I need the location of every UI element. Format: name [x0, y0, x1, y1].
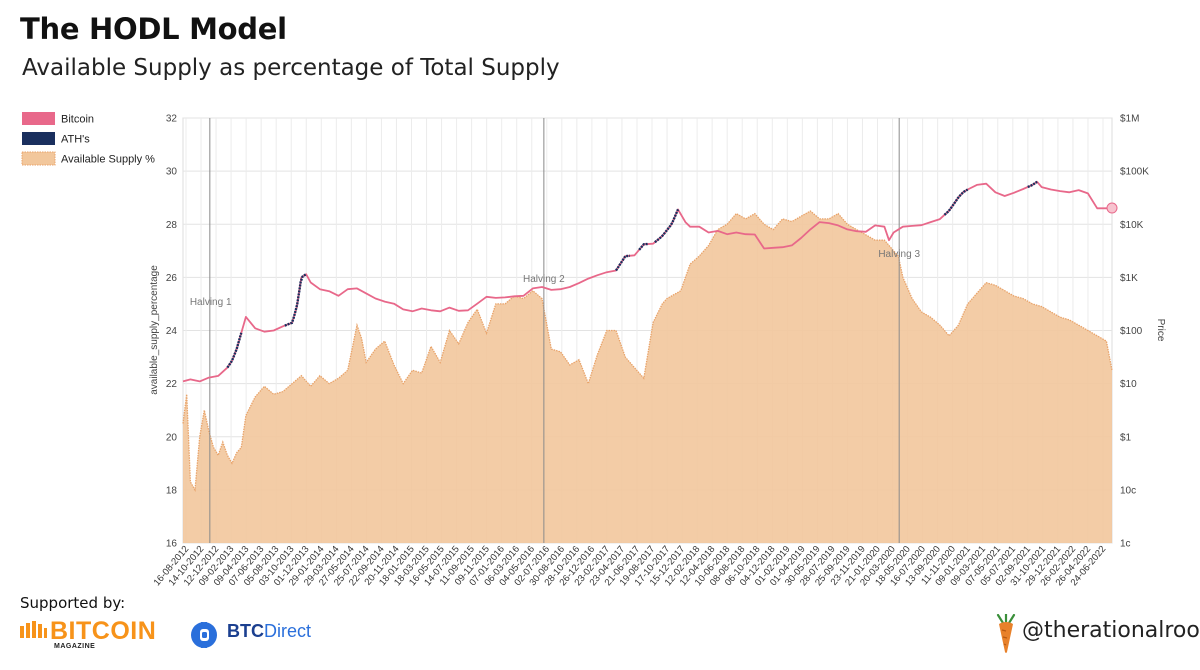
bitcoin-magazine-logo-icon — [20, 621, 47, 638]
y-right-tick-label: $1M — [1120, 114, 1139, 125]
ath-segment — [226, 332, 243, 369]
y-left-tick-label: 20 — [166, 432, 178, 443]
latest-price-marker — [1106, 202, 1118, 214]
y-left-tick-label: 22 — [166, 379, 178, 390]
y-right-tick-label: 1c — [1120, 539, 1131, 550]
ath-segment — [284, 273, 307, 327]
y-left-tick-label: 18 — [166, 485, 178, 496]
y-left-tick-label: 32 — [166, 114, 178, 125]
bitcoin-magazine-subtitle: MAGAZINE — [54, 643, 96, 650]
twitter-handle: @therationalroot — [1022, 618, 1200, 643]
available-supply-area — [183, 211, 1112, 543]
legend-label: ATH's — [61, 134, 90, 146]
ath-segment — [943, 188, 969, 216]
ath-segment — [654, 208, 680, 244]
bitcoin-magazine-wordmark: BITCOIN — [50, 617, 157, 645]
halving-label: Halving 2 — [523, 274, 565, 285]
legend-label: Bitcoin — [61, 114, 94, 126]
supported-by-label: Supported by: — [20, 594, 126, 612]
y-right-tick-label: $100K — [1120, 167, 1149, 178]
btc-direct-suffix: Direct — [264, 621, 312, 641]
y-left-tick-label: 26 — [166, 273, 178, 284]
halving-label: Halving 3 — [878, 249, 920, 260]
legend-swatch — [22, 132, 55, 145]
chart-subtitle: Available Supply as percentage of Total … — [22, 55, 560, 81]
btc-direct-wordmark: BTCDirect — [227, 621, 311, 642]
y-right-tick-label: $10K — [1120, 220, 1144, 231]
y-right-tick-label: $1K — [1120, 273, 1138, 284]
ath-segment — [1027, 180, 1038, 189]
legend-swatch — [22, 112, 55, 125]
chart-title: The HODL Model — [20, 12, 287, 46]
carrot-icon — [996, 614, 1016, 653]
btc-direct-logo-icon — [191, 622, 217, 648]
y-left-tick-label: 24 — [166, 326, 178, 337]
ath-segment — [615, 254, 631, 272]
y-right-tick-label: 10c — [1120, 485, 1136, 496]
halving-label: Halving 1 — [190, 297, 232, 308]
y-left-axis-title: available_supply_percentage — [149, 265, 160, 395]
y-left-tick-label: 30 — [166, 167, 178, 178]
available-supply-line — [182, 210, 1113, 493]
hodl-chart: Halving 1 Halving 2 Halving 3 16 18 20 22 24 26… — [21, 112, 1166, 588]
legend-swatch — [21, 151, 56, 166]
y-left-tick-label: 28 — [166, 220, 178, 231]
ath-segment — [638, 242, 649, 251]
y-right-axis-title: Price — [1155, 319, 1166, 342]
y-right-tick-label: $10 — [1120, 379, 1137, 390]
y-right-tick-label: $1 — [1120, 432, 1132, 443]
legend-label: Available Supply % — [61, 154, 155, 166]
y-left-tick-label: 16 — [166, 539, 178, 550]
btc-direct-prefix: BTC — [227, 621, 264, 641]
y-right-tick-label: $100 — [1120, 326, 1143, 337]
